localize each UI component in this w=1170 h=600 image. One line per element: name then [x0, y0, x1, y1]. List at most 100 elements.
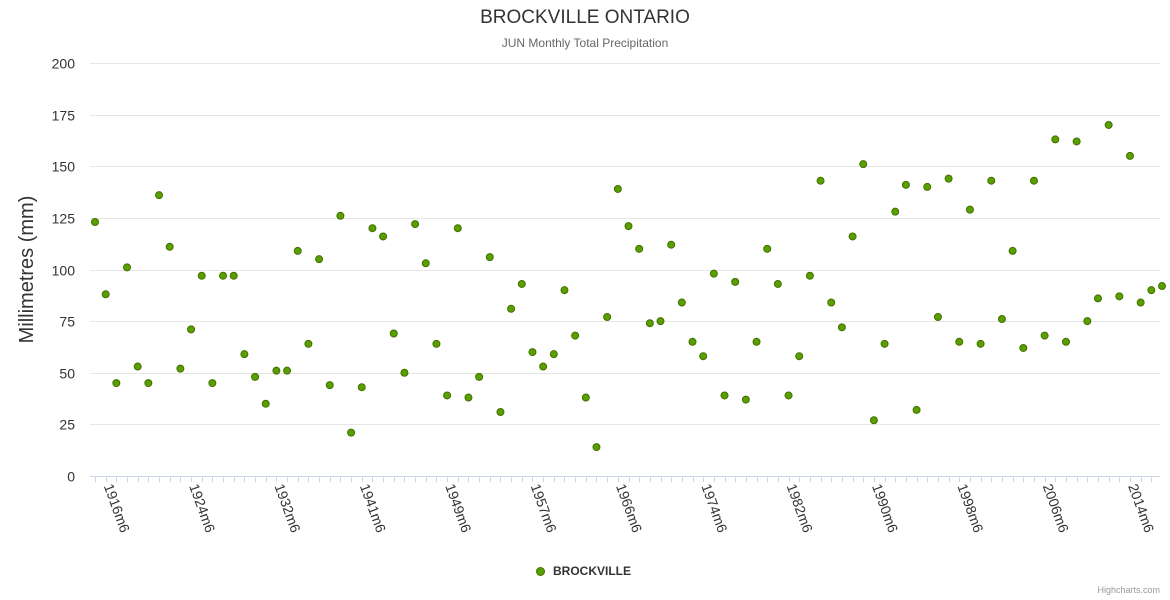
data-point[interactable] [688, 337, 697, 346]
data-point[interactable] [635, 244, 644, 253]
data-point[interactable] [240, 350, 249, 359]
data-point[interactable] [955, 337, 964, 346]
data-point[interactable] [155, 191, 164, 200]
data-point[interactable] [411, 220, 420, 229]
data-point[interactable] [763, 244, 772, 253]
data-point[interactable] [1008, 246, 1017, 255]
data-point[interactable] [571, 331, 580, 340]
data-point[interactable] [656, 317, 665, 326]
data-point[interactable] [613, 184, 622, 193]
credits-link[interactable]: Highcharts.com [1097, 585, 1160, 595]
data-point[interactable] [389, 329, 398, 338]
data-point[interactable] [560, 286, 569, 295]
data-point[interactable] [251, 372, 260, 381]
data-point[interactable] [976, 339, 985, 348]
data-point[interactable] [1040, 331, 1049, 340]
data-point[interactable] [336, 211, 345, 220]
data-point[interactable] [752, 337, 761, 346]
data-point[interactable] [944, 174, 953, 183]
data-point[interactable] [507, 304, 516, 313]
data-point[interactable] [91, 218, 99, 227]
data-point[interactable] [592, 443, 601, 452]
data-point[interactable] [539, 362, 548, 371]
data-point[interactable] [848, 232, 857, 241]
data-point[interactable] [475, 372, 484, 381]
data-point[interactable] [400, 368, 409, 377]
data-point[interactable] [731, 277, 740, 286]
data-point[interactable] [1115, 292, 1124, 301]
data-point[interactable] [933, 312, 942, 321]
data-point[interactable] [1125, 151, 1134, 160]
data-point[interactable] [208, 379, 217, 388]
data-point[interactable] [1136, 298, 1145, 307]
data-point[interactable] [645, 319, 654, 328]
data-point[interactable] [1104, 120, 1113, 129]
data-point[interactable] [517, 279, 526, 288]
data-point[interactable] [304, 339, 313, 348]
data-point[interactable] [923, 182, 932, 191]
legend-item-brockville[interactable]: BROCKVILLE [536, 564, 631, 578]
data-point[interactable] [197, 271, 206, 280]
data-point[interactable] [432, 339, 441, 348]
data-point[interactable] [421, 259, 430, 268]
data-point[interactable] [699, 352, 708, 361]
data-point[interactable] [773, 279, 782, 288]
data-point[interactable] [891, 207, 900, 216]
data-point[interactable] [741, 395, 750, 404]
data-point[interactable] [677, 298, 686, 307]
data-point[interactable] [229, 271, 238, 280]
data-point[interactable] [1061, 337, 1070, 346]
data-point[interactable] [795, 352, 804, 361]
data-point[interactable] [827, 298, 836, 307]
data-point[interactable] [667, 240, 676, 249]
data-point[interactable] [293, 246, 302, 255]
data-point[interactable] [859, 160, 868, 169]
data-point[interactable] [357, 383, 366, 392]
data-point[interactable] [1029, 176, 1038, 185]
data-point[interactable] [997, 315, 1006, 324]
data-point[interactable] [720, 391, 729, 400]
data-point[interactable] [453, 224, 462, 233]
data-point[interactable] [965, 205, 974, 214]
data-point[interactable] [603, 312, 612, 321]
data-point[interactable] [1147, 286, 1156, 295]
data-point[interactable] [1093, 294, 1102, 303]
data-point[interactable] [187, 325, 196, 334]
data-point[interactable] [1158, 282, 1166, 291]
data-point[interactable] [325, 381, 334, 390]
data-point[interactable] [837, 323, 846, 332]
data-point[interactable] [784, 391, 793, 400]
data-point[interactable] [272, 366, 281, 375]
data-point[interactable] [709, 269, 718, 278]
data-point[interactable] [283, 366, 292, 375]
data-point[interactable] [261, 399, 270, 408]
data-point[interactable] [123, 263, 132, 272]
data-point[interactable] [496, 407, 505, 416]
data-point[interactable] [1019, 343, 1028, 352]
data-point[interactable] [581, 393, 590, 402]
data-point[interactable] [624, 222, 633, 231]
data-point[interactable] [1051, 135, 1060, 144]
data-point[interactable] [379, 232, 388, 241]
data-point[interactable] [987, 176, 996, 185]
data-point[interactable] [485, 253, 494, 262]
data-point[interactable] [144, 379, 153, 388]
data-point[interactable] [464, 393, 473, 402]
data-point[interactable] [165, 242, 174, 251]
data-point[interactable] [219, 271, 228, 280]
data-point[interactable] [133, 362, 142, 371]
data-point[interactable] [1072, 137, 1081, 146]
data-point[interactable] [368, 224, 377, 233]
data-point[interactable] [1083, 317, 1092, 326]
data-point[interactable] [101, 290, 110, 299]
data-point[interactable] [869, 416, 878, 425]
data-point[interactable] [176, 364, 185, 373]
data-point[interactable] [347, 428, 356, 437]
data-point[interactable] [880, 339, 889, 348]
data-point[interactable] [805, 271, 814, 280]
data-point[interactable] [549, 350, 558, 359]
data-point[interactable] [528, 348, 537, 357]
data-point[interactable] [112, 379, 121, 388]
data-point[interactable] [315, 255, 324, 264]
data-point[interactable] [901, 180, 910, 189]
